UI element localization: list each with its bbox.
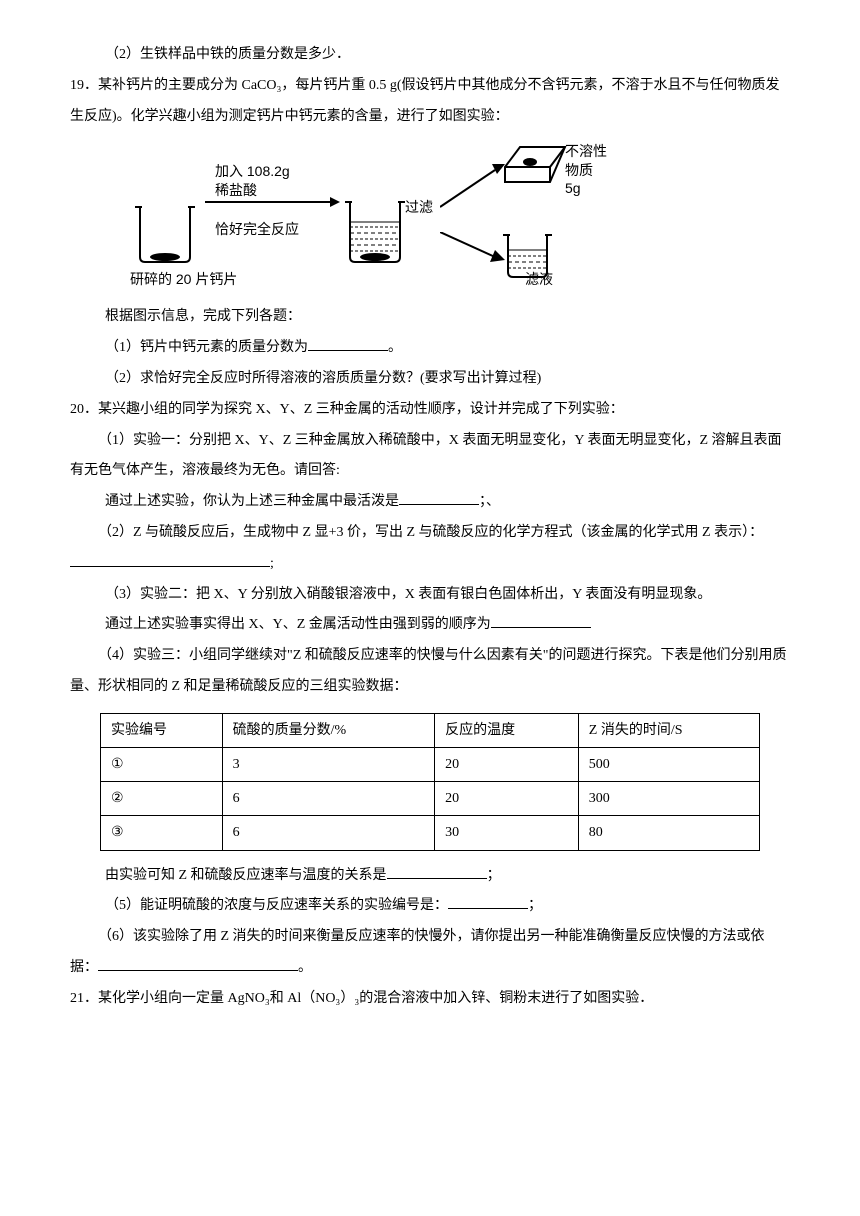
table-header: 实验编号 (101, 713, 223, 747)
q20-4-sub: 由实验可知 Z 和硫酸反应速率与温度的关系是； (70, 861, 790, 892)
q21: 21．某化学小组向一定量 AgNO₃和 Al（NO₃）₃的混合溶液中加入锌、铜粉… (70, 984, 790, 1015)
beaker-icon (340, 197, 410, 272)
table-cell: ③ (101, 816, 223, 850)
table-cell: 3 (222, 747, 435, 781)
beaker-icon (130, 202, 200, 272)
table-header: 反应的温度 (435, 713, 579, 747)
diagram-label: 不溶性 物质 5g (565, 142, 610, 197)
table-cell: 500 (578, 747, 759, 781)
q20-6: （6）该实验除了用 Z 消失的时间来衡量反应速率的快慢外，请你提出另一种能准确衡… (70, 922, 790, 984)
table-header: 硫酸的质量分数/% (222, 713, 435, 747)
q20-3b: 通过上述实验事实得出 X、Y、Z 金属活动性由强到弱的顺序为 (70, 610, 790, 641)
q20-1: （1）实验一：分别把 X、Y、Z 三种金属放入稀硫酸中，X 表面无明显变化，Y … (70, 426, 790, 488)
table-cell: 80 (578, 816, 759, 850)
q19-2: （2）求恰好完全反应时所得溶液的溶质质量分数？(要求写出计算过程) (70, 364, 790, 395)
table-cell: 300 (578, 782, 759, 816)
diagram-label: 滤液 (525, 272, 553, 286)
q20-2: （2）Z 与硫酸反应后，生成物中 Z 显+3 价，写出 Z 与硫酸反应的化学方程… (70, 518, 790, 580)
table-cell: 20 (435, 782, 579, 816)
q19-1: （1）钙片中钙元素的质量分数为。 (70, 333, 790, 364)
table-header: Z 消失的时间/S (578, 713, 759, 747)
table-cell: 6 (222, 782, 435, 816)
q20-3a: （3）实验二：把 X、Y 分别放入硝酸银溶液中，X 表面有银白色固体析出，Y 表… (70, 580, 790, 611)
q20-4: （4）实验三：小组同学继续对"Z 和硫酸反应速率的快慢与什么因素有关"的问题进行… (70, 641, 790, 703)
q20-1-sub: 通过上述实验，你认为上述三种金属中最活泼是；、 (70, 487, 790, 518)
table-cell: 30 (435, 816, 579, 850)
table-cell: 6 (222, 816, 435, 850)
diagram-label: 加入 108.2g 稀盐酸 (215, 162, 290, 198)
table-cell: ① (101, 747, 223, 781)
table-cell: 20 (435, 747, 579, 781)
experiment-table: 实验编号 硫酸的质量分数/% 反应的温度 Z 消失的时间/S ① 3 20 50… (100, 713, 760, 851)
diagram-label: 研碎的 20 片钙片 (130, 272, 237, 286)
q20-intro: 20．某兴趣小组的同学为探究 X、Y、Z 三种金属的活动性顺序，设计并完成了下列… (70, 395, 790, 426)
q19-intro: 19．某补钙片的主要成分为 CaCO₃，每片钙片重 0.5 g(假设钙片中其他成… (70, 71, 790, 133)
q18-2: （2）生铁样品中铁的质量分数是多少． (70, 40, 790, 71)
table-cell: ② (101, 782, 223, 816)
diagram-label: 恰好完全反应 (215, 214, 299, 245)
q20-5: （5）能证明硫酸的浓度与反应速率关系的实验编号是：； (70, 891, 790, 922)
q19-sub: 根据图示信息，完成下列各题： (70, 302, 790, 333)
filter-paper-icon (500, 142, 570, 187)
diagram-label: 过滤 (405, 192, 433, 223)
experiment-diagram: 加入 108.2g 稀盐酸 恰好完全反应 过滤 不溶性 物质 5g (130, 142, 610, 292)
